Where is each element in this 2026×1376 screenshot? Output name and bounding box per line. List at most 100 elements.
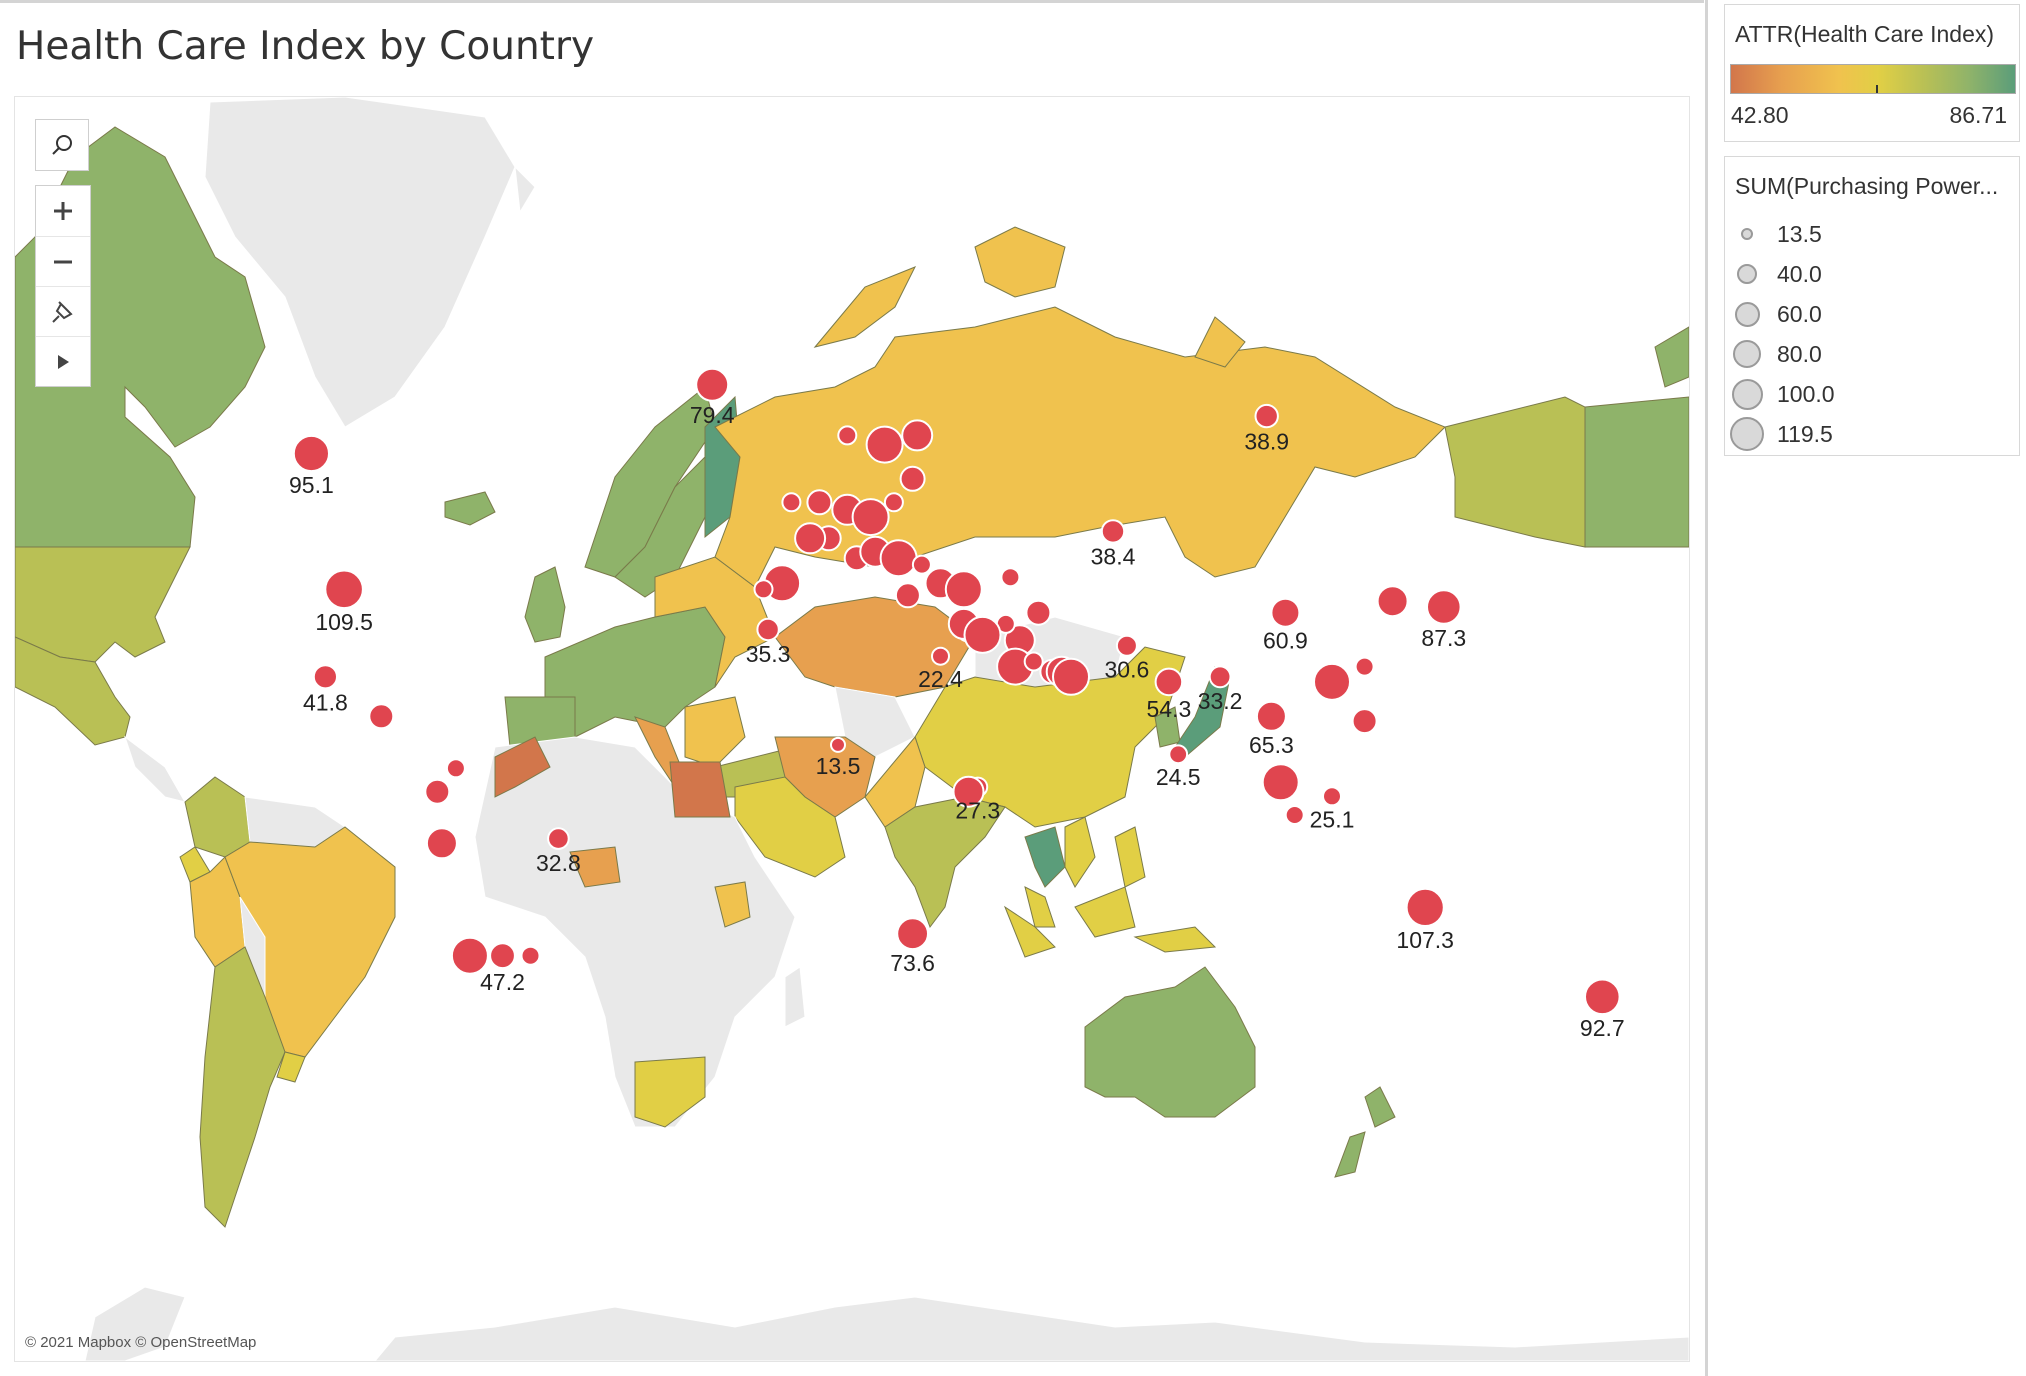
country-point[interactable] — [952, 775, 985, 808]
country-alaska — [1444, 396, 1586, 548]
country-value-label: 47.2 — [480, 969, 525, 995]
country-iceland — [444, 491, 496, 526]
country-value-label: 60.9 — [1263, 628, 1308, 654]
country-point[interactable] — [1255, 700, 1287, 732]
zoom-in-button[interactable] — [36, 186, 90, 236]
country-point[interactable] — [1115, 634, 1138, 657]
country-value-label: 25.1 — [1310, 806, 1355, 832]
country-point[interactable] — [489, 942, 516, 970]
country-point[interactable] — [1154, 667, 1184, 697]
country-point[interactable] — [547, 827, 570, 850]
country-point[interactable] — [1270, 597, 1301, 628]
top-border — [0, 0, 1704, 3]
country-philippines — [1114, 826, 1146, 888]
gradient-min-label: 42.80 — [1731, 102, 1789, 128]
country-point[interactable] — [1025, 599, 1052, 626]
country-point[interactable] — [756, 617, 780, 642]
country-point[interactable] — [1261, 763, 1300, 802]
country-value-label: 41.8 — [303, 690, 348, 716]
country-point[interactable] — [837, 425, 858, 446]
sidebar-divider — [1705, 0, 1708, 1376]
country-point[interactable] — [1313, 662, 1351, 701]
country-russia — [714, 306, 1446, 588]
country-point[interactable] — [292, 434, 330, 473]
country-point[interactable] — [445, 758, 466, 779]
country-point[interactable] — [425, 827, 458, 860]
zoom-out-button[interactable] — [36, 236, 90, 286]
country-point[interactable] — [1405, 887, 1445, 928]
map-tools-expand-button[interactable] — [36, 336, 90, 386]
country-value-label: 33.2 — [1198, 688, 1243, 714]
country-point[interactable] — [830, 736, 846, 753]
country-point[interactable] — [1322, 786, 1342, 807]
country-point[interactable] — [1023, 651, 1044, 672]
greenland-shape — [204, 97, 516, 428]
country-point[interactable] — [695, 367, 730, 402]
size-legend-label: 80.0 — [1777, 340, 1822, 367]
country-point[interactable] — [894, 582, 921, 609]
country-point[interactable] — [851, 498, 890, 537]
country-new-zealand — [1334, 1086, 1396, 1178]
country-value-label: 24.5 — [1156, 764, 1201, 790]
pin-map-button[interactable] — [36, 286, 90, 336]
country-point[interactable] — [1354, 656, 1375, 677]
map-view[interactable]: 95.1 79.4 38.9 109.5 38.4 60.9 87.3 35.3 22.4 30.… — [14, 96, 1690, 1362]
gradient-tick — [1876, 85, 1878, 93]
country-point[interactable] — [944, 570, 983, 609]
country-mexico — [15, 636, 131, 746]
country-point[interactable] — [1284, 805, 1305, 825]
country-point[interactable] — [520, 945, 541, 966]
size-legend-label: 119.5 — [1777, 420, 1833, 447]
country-point[interactable] — [1208, 665, 1232, 689]
country-point[interactable] — [1351, 708, 1378, 735]
country-point[interactable] — [1254, 403, 1279, 429]
map-attribution[interactable]: © 2021 Mapbox © OpenStreetMap — [25, 1334, 257, 1351]
country-point[interactable] — [901, 419, 934, 452]
country-india — [884, 796, 1006, 929]
color-legend-title: ATTR(Health Care Index) — [1735, 21, 1995, 47]
country-point[interactable] — [424, 778, 451, 805]
country-value-label: 35.3 — [746, 641, 791, 667]
country-usa — [15, 546, 191, 663]
country-point[interactable] — [931, 646, 950, 666]
country-malaysia — [1024, 886, 1056, 928]
size-legend-label: 60.0 — [1777, 300, 1822, 327]
country-australia — [1084, 966, 1256, 1118]
country-point[interactable] — [1168, 744, 1189, 765]
country-value-label: 30.6 — [1105, 657, 1150, 683]
country-point[interactable] — [899, 465, 926, 492]
country-point[interactable] — [879, 539, 918, 578]
zoom-out-icon — [54, 260, 72, 263]
country-kenya — [714, 881, 751, 928]
map-canvas[interactable]: 95.1 79.4 38.9 109.5 38.4 60.9 87.3 35.3 22.4 30.… — [15, 97, 1689, 1361]
value-labels-layer: 95.1 79.4 38.9 109.5 38.4 60.9 87.3 35.3 22.4 30.… — [289, 402, 1625, 1041]
country-point[interactable] — [324, 569, 364, 610]
country-point[interactable] — [865, 425, 904, 464]
country-pakistan — [864, 735, 926, 828]
country-point[interactable] — [1052, 657, 1090, 696]
country-point[interactable] — [806, 489, 833, 516]
map-search-button[interactable] — [35, 119, 89, 171]
country-point[interactable] — [753, 579, 774, 600]
country-point[interactable] — [883, 492, 904, 513]
country-point[interactable] — [312, 664, 338, 690]
country-point[interactable] — [794, 522, 827, 555]
country-thailand — [1024, 826, 1066, 888]
country-point[interactable] — [1000, 567, 1021, 588]
country-saudi-arabia — [734, 776, 846, 878]
country-point[interactable] — [896, 917, 929, 951]
play-icon — [58, 354, 69, 369]
country-value-label: 79.4 — [690, 402, 735, 428]
country-point[interactable] — [1100, 519, 1126, 544]
country-point[interactable] — [1376, 585, 1409, 618]
country-value-label: 38.4 — [1091, 544, 1136, 570]
country-point[interactable] — [911, 554, 932, 575]
color-legend[interactable]: ATTR(Health Care Index) 42.80 86.71 — [1724, 4, 2020, 142]
country-point[interactable] — [1584, 978, 1621, 1016]
country-point[interactable] — [368, 703, 395, 730]
country-point[interactable] — [450, 936, 489, 975]
country-point[interactable] — [1426, 589, 1462, 625]
country-point[interactable] — [963, 615, 1002, 654]
country-point[interactable] — [781, 492, 802, 513]
size-legend[interactable]: SUM(Purchasing Power... 13.5 40.0 60.0 8… — [1724, 156, 2020, 456]
